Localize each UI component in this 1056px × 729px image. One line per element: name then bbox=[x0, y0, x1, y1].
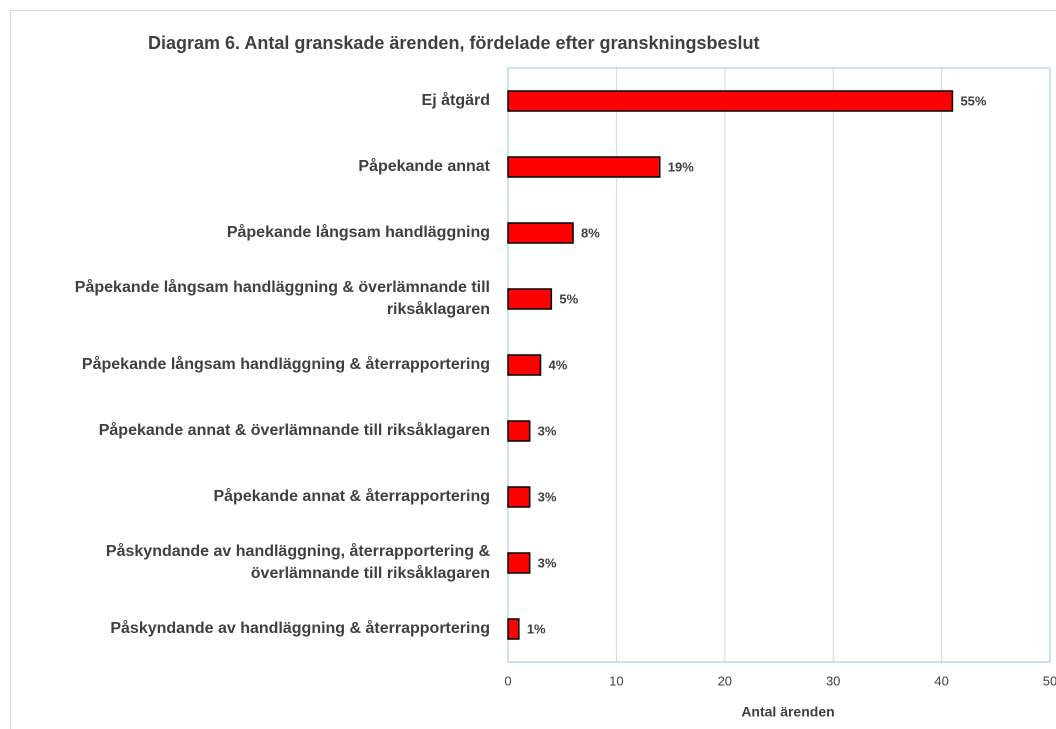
value-label: 3% bbox=[538, 423, 557, 438]
x-tick-label: 10 bbox=[609, 673, 623, 688]
y-tick-label: Påpekande annat & överlämnande till riks… bbox=[98, 422, 490, 439]
y-tick-label: Påpekande långsam handläggning & återrap… bbox=[81, 356, 490, 373]
value-label: 8% bbox=[581, 225, 600, 240]
y-tick-label: Påpekande långsam handläggning bbox=[226, 224, 490, 241]
x-axis-title: Antal ärenden bbox=[741, 704, 834, 720]
x-tick-label: 40 bbox=[934, 673, 948, 688]
y-tick-label: Ej åtgärd bbox=[421, 92, 490, 109]
x-tick-label: 20 bbox=[718, 673, 732, 688]
value-label: 5% bbox=[559, 291, 578, 306]
bar bbox=[507, 222, 574, 244]
x-tick-label: 30 bbox=[826, 673, 840, 688]
bar bbox=[507, 156, 661, 178]
y-tick-label: Påskyndande av handläggning & återrappor… bbox=[110, 620, 490, 637]
value-label: 3% bbox=[538, 489, 557, 504]
chart-frame bbox=[10, 10, 1056, 729]
y-tick-label: Påskyndande av handläggning, återrapport… bbox=[105, 543, 490, 582]
bar bbox=[507, 354, 542, 376]
value-label: 1% bbox=[527, 621, 546, 636]
bar bbox=[507, 618, 520, 640]
value-label: 3% bbox=[538, 555, 557, 570]
bar bbox=[507, 486, 531, 508]
y-tick-label: Påpekande annat & återrapportering bbox=[213, 488, 490, 505]
value-label: 4% bbox=[549, 357, 568, 372]
value-label: 55% bbox=[960, 93, 986, 108]
y-tick-label: Påpekande långsam handläggning & överläm… bbox=[74, 279, 490, 318]
bar bbox=[507, 552, 531, 574]
y-tick-label: Påpekande annat bbox=[358, 158, 490, 175]
bar bbox=[507, 420, 531, 442]
value-label: 19% bbox=[668, 159, 694, 174]
x-tick-label: 0 bbox=[504, 673, 511, 688]
x-tick-label: 50 bbox=[1043, 673, 1056, 688]
bar bbox=[507, 288, 553, 310]
bar bbox=[507, 90, 954, 112]
chart-title: Diagram 6. Antal granskade ärenden, förd… bbox=[148, 33, 760, 53]
